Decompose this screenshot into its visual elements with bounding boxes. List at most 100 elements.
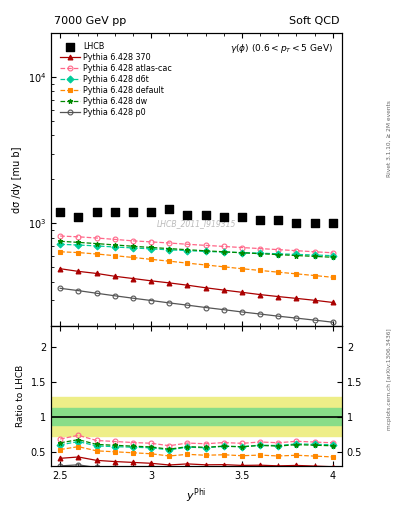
Bar xyxy=(51,408,342,425)
Pythia 6.428 dw xyxy=(58,238,62,244)
LHCB xyxy=(166,205,173,214)
LHCB xyxy=(57,208,63,216)
Pythia 6.428 default xyxy=(76,249,81,255)
Pythia 6.428 atlas-cac xyxy=(221,243,226,249)
LHCB xyxy=(330,219,336,227)
Legend: LHCB, Pythia 6.428 370, Pythia 6.428 atlas-cac, Pythia 6.428 d6t, Pythia 6.428 d: LHCB, Pythia 6.428 370, Pythia 6.428 atl… xyxy=(58,40,173,119)
Pythia 6.428 default xyxy=(276,269,281,275)
LHCB xyxy=(239,214,245,222)
Pythia 6.428 default xyxy=(149,257,153,263)
LHCB xyxy=(220,214,227,222)
Pythia 6.428 dw xyxy=(167,246,172,252)
Line: Pythia 6.428 p0: Pythia 6.428 p0 xyxy=(58,286,335,325)
Pythia 6.428 370 xyxy=(94,270,99,276)
Pythia 6.428 370 xyxy=(331,300,335,306)
Pythia 6.428 370 xyxy=(130,275,135,282)
LHCB xyxy=(312,219,318,227)
Pythia 6.428 dw xyxy=(76,239,81,245)
LHCB xyxy=(148,208,154,216)
Bar xyxy=(51,397,342,436)
Pythia 6.428 p0 xyxy=(240,309,244,315)
Pythia 6.428 p0 xyxy=(258,311,263,317)
Line: Pythia 6.428 370: Pythia 6.428 370 xyxy=(58,266,335,305)
Pythia 6.428 d6t xyxy=(94,243,99,249)
Line: Pythia 6.428 d6t: Pythia 6.428 d6t xyxy=(58,242,335,258)
Pythia 6.428 p0 xyxy=(221,307,226,313)
LHCB xyxy=(184,210,191,219)
Pythia 6.428 default xyxy=(58,249,62,255)
Pythia 6.428 dw xyxy=(312,253,317,260)
Pythia 6.428 default xyxy=(258,267,263,273)
Pythia 6.428 default xyxy=(331,274,335,281)
Pythia 6.428 default xyxy=(203,262,208,268)
Pythia 6.428 p0 xyxy=(294,315,299,321)
LHCB xyxy=(112,208,118,216)
Pythia 6.428 d6t xyxy=(276,251,281,257)
Pythia 6.428 atlas-cac xyxy=(112,237,117,243)
Pythia 6.428 370 xyxy=(312,297,317,304)
Pythia 6.428 d6t xyxy=(130,245,135,251)
LHCB xyxy=(257,216,263,224)
Pythia 6.428 p0 xyxy=(312,317,317,323)
Pythia 6.428 d6t xyxy=(76,242,81,248)
Pythia 6.428 default xyxy=(312,272,317,279)
Pythia 6.428 370 xyxy=(112,273,117,280)
Pythia 6.428 p0 xyxy=(112,293,117,299)
Pythia 6.428 atlas-cac xyxy=(130,238,135,244)
Pythia 6.428 atlas-cac xyxy=(331,250,335,256)
Pythia 6.428 default xyxy=(294,271,299,277)
Pythia 6.428 dw xyxy=(221,249,226,255)
Pythia 6.428 p0 xyxy=(276,313,281,319)
Text: mcplots.cern.ch [arXiv:1306.3436]: mcplots.cern.ch [arXiv:1306.3436] xyxy=(387,328,392,430)
Pythia 6.428 default xyxy=(112,252,117,259)
LHCB xyxy=(293,219,299,227)
LHCB xyxy=(75,214,81,222)
Text: 7000 GeV pp: 7000 GeV pp xyxy=(54,16,126,26)
Pythia 6.428 atlas-cac xyxy=(149,239,153,245)
LHCB xyxy=(94,208,100,216)
Text: Soft QCD: Soft QCD xyxy=(288,16,339,26)
Pythia 6.428 dw xyxy=(185,247,190,253)
Pythia 6.428 dw xyxy=(203,248,208,254)
LHCB xyxy=(130,208,136,216)
Pythia 6.428 d6t xyxy=(312,252,317,258)
Pythia 6.428 dw xyxy=(258,250,263,257)
Y-axis label: dσ /dy [mu b]: dσ /dy [mu b] xyxy=(12,146,22,212)
Pythia 6.428 atlas-cac xyxy=(58,233,62,239)
Line: Pythia 6.428 default: Pythia 6.428 default xyxy=(58,249,335,280)
Text: Rivet 3.1.10, ≥ 2M events: Rivet 3.1.10, ≥ 2M events xyxy=(387,100,392,177)
Pythia 6.428 370 xyxy=(149,278,153,284)
Pythia 6.428 d6t xyxy=(112,244,117,250)
LHCB xyxy=(202,210,209,219)
Pythia 6.428 atlas-cac xyxy=(258,246,263,252)
Pythia 6.428 p0 xyxy=(58,285,62,291)
Pythia 6.428 default xyxy=(185,260,190,266)
Pythia 6.428 d6t xyxy=(294,251,299,258)
Pythia 6.428 atlas-cac xyxy=(203,242,208,248)
Pythia 6.428 atlas-cac xyxy=(240,244,244,250)
Pythia 6.428 dw xyxy=(94,241,99,247)
Pythia 6.428 d6t xyxy=(185,247,190,253)
Pythia 6.428 d6t xyxy=(149,246,153,252)
Pythia 6.428 370 xyxy=(240,289,244,295)
Pythia 6.428 p0 xyxy=(167,300,172,306)
Pythia 6.428 dw xyxy=(149,244,153,250)
Pythia 6.428 p0 xyxy=(203,305,208,311)
Pythia 6.428 p0 xyxy=(130,295,135,301)
Pythia 6.428 p0 xyxy=(76,288,81,294)
Pythia 6.428 d6t xyxy=(258,250,263,256)
Line: Pythia 6.428 dw: Pythia 6.428 dw xyxy=(58,239,335,260)
Pythia 6.428 370 xyxy=(76,268,81,274)
Pythia 6.428 370 xyxy=(167,280,172,286)
Pythia 6.428 d6t xyxy=(221,249,226,255)
Pythia 6.428 370 xyxy=(294,295,299,302)
Pythia 6.428 370 xyxy=(221,287,226,293)
Pythia 6.428 d6t xyxy=(203,248,208,254)
Pythia 6.428 p0 xyxy=(331,319,335,325)
Y-axis label: Ratio to LHCB: Ratio to LHCB xyxy=(16,365,25,427)
Pythia 6.428 atlas-cac xyxy=(94,235,99,241)
Pythia 6.428 dw xyxy=(294,252,299,259)
Pythia 6.428 370 xyxy=(276,293,281,300)
Pythia 6.428 default xyxy=(240,266,244,272)
Pythia 6.428 dw xyxy=(331,254,335,260)
